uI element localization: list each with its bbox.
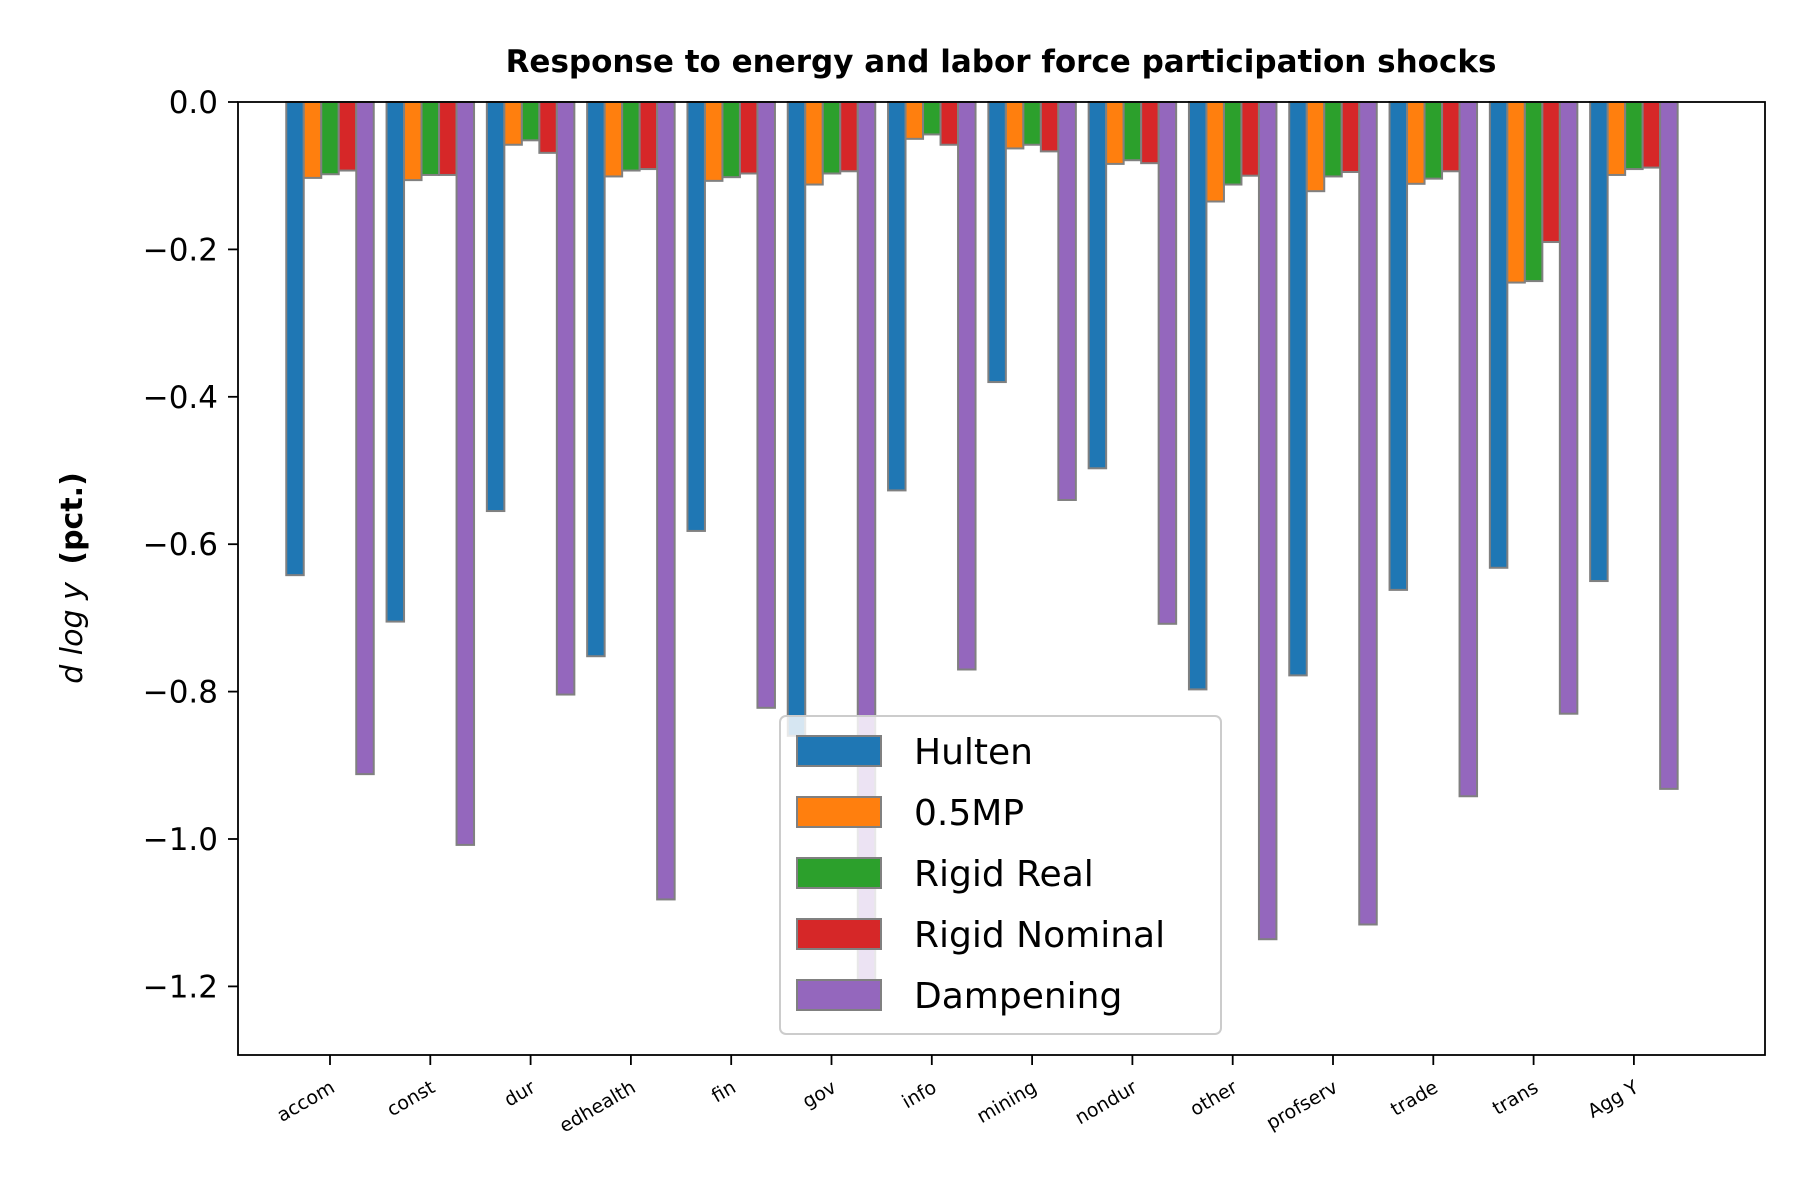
bar-dampening-agg-y bbox=[1659, 101, 1679, 790]
bar-rigid-real-trade bbox=[1423, 101, 1444, 180]
bar-rigid-real-gov bbox=[821, 101, 842, 175]
bar-rigid-nominal-const bbox=[438, 101, 458, 176]
bar-dampening-dur bbox=[555, 101, 576, 696]
legend-label: Dampening bbox=[914, 976, 1122, 1017]
bar-hulten-fin bbox=[686, 101, 706, 532]
legend-swatch bbox=[796, 918, 882, 950]
bar-hulten-dur bbox=[485, 101, 506, 513]
bar-hulten-trans bbox=[1488, 101, 1509, 569]
legend-label: Hulten bbox=[914, 732, 1033, 773]
bar-dampening-info bbox=[957, 101, 977, 671]
bar-dampening-fin bbox=[756, 101, 776, 709]
bar-0-5mp-agg-y bbox=[1606, 101, 1627, 176]
bar-rigid-real-other bbox=[1222, 101, 1243, 186]
bar-rigid-nominal-fin bbox=[738, 101, 759, 175]
bar-rigid-real-nondur bbox=[1122, 101, 1143, 162]
y-tick-label: −1.2 bbox=[143, 969, 218, 1005]
bar-hulten-profserv bbox=[1288, 101, 1308, 677]
y-tick-label: −0.4 bbox=[143, 380, 218, 416]
y-axis-label: d log y (pct.) bbox=[55, 472, 90, 684]
bar-rigid-real-const bbox=[420, 101, 441, 176]
bar-rigid-real-dur bbox=[520, 101, 541, 142]
bar-hulten-const bbox=[385, 101, 406, 623]
bar-rigid-real-agg-y bbox=[1624, 101, 1644, 171]
bar-rigid-real-accom bbox=[320, 101, 340, 176]
bar-rigid-nominal-other bbox=[1240, 101, 1260, 177]
legend-swatch bbox=[796, 857, 882, 889]
bar-hulten-mining bbox=[987, 101, 1007, 384]
y-tick-label: 0.0 bbox=[169, 85, 218, 121]
bar-hulten-agg-y bbox=[1589, 101, 1609, 583]
y-axis: 0.0 −0.2 −0.4 −0.6 −0.8 −1.0 −1.2 bbox=[143, 85, 238, 1005]
bar-dampening-other bbox=[1257, 101, 1278, 941]
bar-hulten-trade bbox=[1388, 101, 1409, 591]
legend-box bbox=[779, 715, 1222, 1035]
bar-hulten-nondur bbox=[1087, 101, 1108, 470]
bar-rigid-real-info bbox=[922, 101, 942, 136]
bar-rigid-nominal-mining bbox=[1039, 101, 1060, 153]
legend-swatch bbox=[796, 979, 882, 1011]
bar-hulten-edhealth bbox=[586, 101, 606, 658]
bar-0-5mp-fin bbox=[703, 101, 724, 182]
bar-rigid-nominal-agg-y bbox=[1641, 101, 1662, 169]
bar-rigid-real-edhealth bbox=[621, 101, 641, 172]
bar-rigid-nominal-edhealth bbox=[638, 101, 659, 171]
bar-0-5mp-profserv bbox=[1305, 101, 1326, 193]
bar-dampening-profserv bbox=[1358, 101, 1378, 926]
bar-hulten-gov bbox=[786, 101, 807, 737]
bar-dampening-accom bbox=[355, 101, 375, 776]
bar-rigid-real-fin bbox=[721, 101, 741, 179]
bar-0-5mp-info bbox=[904, 101, 925, 140]
legend-label: Rigid Real bbox=[914, 854, 1094, 895]
bar-dampening-edhealth bbox=[656, 101, 676, 901]
y-tick-label: −0.6 bbox=[143, 527, 218, 563]
bar-rigid-nominal-trade bbox=[1441, 101, 1461, 173]
bar-0-5mp-accom bbox=[302, 101, 323, 179]
bar-rigid-nominal-gov bbox=[839, 101, 859, 173]
plot-area-frame bbox=[237, 101, 1766, 1056]
bar-dampening-mining bbox=[1057, 101, 1077, 501]
bar-0-5mp-const bbox=[403, 101, 423, 182]
bar-0-5mp-trans bbox=[1506, 101, 1526, 284]
y-tick-label: −0.2 bbox=[143, 232, 218, 268]
bar-0-5mp-nondur bbox=[1105, 101, 1125, 165]
bar-dampening-nondur bbox=[1157, 101, 1178, 625]
bar-rigid-nominal-profserv bbox=[1340, 101, 1361, 174]
legend-label: Rigid Nominal bbox=[914, 915, 1165, 956]
legend-swatch bbox=[796, 735, 882, 767]
bar-0-5mp-dur bbox=[503, 101, 523, 146]
bar-dampening-const bbox=[455, 101, 476, 846]
bar-dampening-trade bbox=[1458, 101, 1479, 798]
bar-rigid-nominal-trans bbox=[1541, 101, 1561, 244]
bar-hulten-accom bbox=[285, 101, 305, 577]
bar-rigid-nominal-accom bbox=[337, 101, 358, 172]
legend: Hulten 0.5MP Rigid Real Rigid Nominal Dampen… bbox=[779, 715, 1222, 1035]
bar-rigid-nominal-nondur bbox=[1140, 101, 1160, 165]
bar-0-5mp-gov bbox=[804, 101, 824, 186]
legend-swatch bbox=[796, 796, 882, 828]
y-axis-label-bold: (pct.) bbox=[55, 472, 90, 564]
bar-rigid-real-mining bbox=[1022, 101, 1042, 146]
bar-hulten-other bbox=[1187, 101, 1208, 691]
legend-label: 0.5MP bbox=[914, 793, 1024, 834]
bar-0-5mp-other bbox=[1205, 101, 1225, 203]
y-tick-label: −1.0 bbox=[143, 822, 218, 858]
bar-dampening-trans bbox=[1558, 101, 1579, 715]
y-axis-label-italic: d log y bbox=[55, 581, 90, 684]
bar-rigid-real-trans bbox=[1523, 101, 1544, 283]
chart-title: Response to energy and labor force parti… bbox=[506, 44, 1497, 80]
bar-0-5mp-trade bbox=[1406, 101, 1426, 185]
bar-0-5mp-mining bbox=[1004, 101, 1025, 150]
bar-rigid-real-profserv bbox=[1323, 101, 1343, 178]
y-tick-label: −0.8 bbox=[143, 675, 218, 711]
bar-hulten-info bbox=[887, 101, 907, 492]
bar-rigid-nominal-dur bbox=[538, 101, 558, 154]
bar-rigid-nominal-info bbox=[939, 101, 960, 146]
bar-0-5mp-edhealth bbox=[603, 101, 624, 178]
